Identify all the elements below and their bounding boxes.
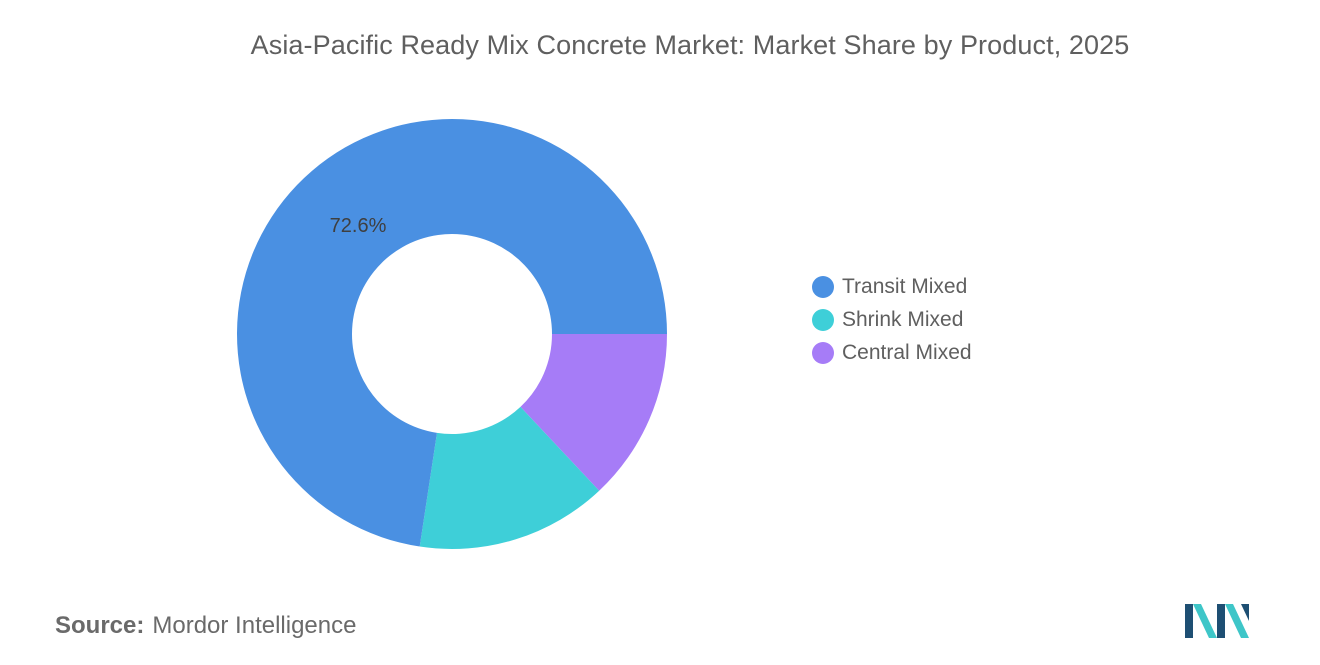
legend-swatch-central-mixed: [812, 341, 834, 364]
legend-label: Central Mixed: [842, 340, 972, 364]
legend-swatch-transit-mixed: [812, 275, 834, 298]
mordor-intelligence-logo: [1185, 604, 1249, 638]
legend-item-central-mixed[interactable]: Central Mixed: [812, 336, 972, 369]
source-note: Source: Mordor Intelligence: [55, 612, 356, 640]
donut-slice-shrink-mixed[interactable]: [419, 406, 600, 549]
legend-swatch-shrink-mixed: [812, 308, 834, 331]
legend-item-transit-mixed[interactable]: Transit Mixed: [812, 270, 972, 303]
legend: Transit Mixed Shrink Mixed Central Mixed: [812, 270, 972, 369]
chart-title: Asia-Pacific Ready Mix Concrete Market: …: [250, 30, 1130, 60]
donut-slice-central-mixed[interactable]: [520, 334, 667, 491]
source-label: Source:: [55, 612, 145, 639]
donut-slices: [237, 118, 668, 549]
source-value: Mordor Intelligence: [152, 612, 357, 639]
data-label-transit-mixed: 72.6%: [330, 215, 387, 237]
legend-label: Shrink Mixed: [842, 307, 964, 331]
slice-labels: 72.6%: [330, 215, 387, 237]
legend-label: Transit Mixed: [842, 274, 968, 298]
donut-slice-transit-mixed[interactable]: [237, 118, 668, 547]
legend-item-shrink-mixed[interactable]: Shrink Mixed: [812, 303, 972, 336]
